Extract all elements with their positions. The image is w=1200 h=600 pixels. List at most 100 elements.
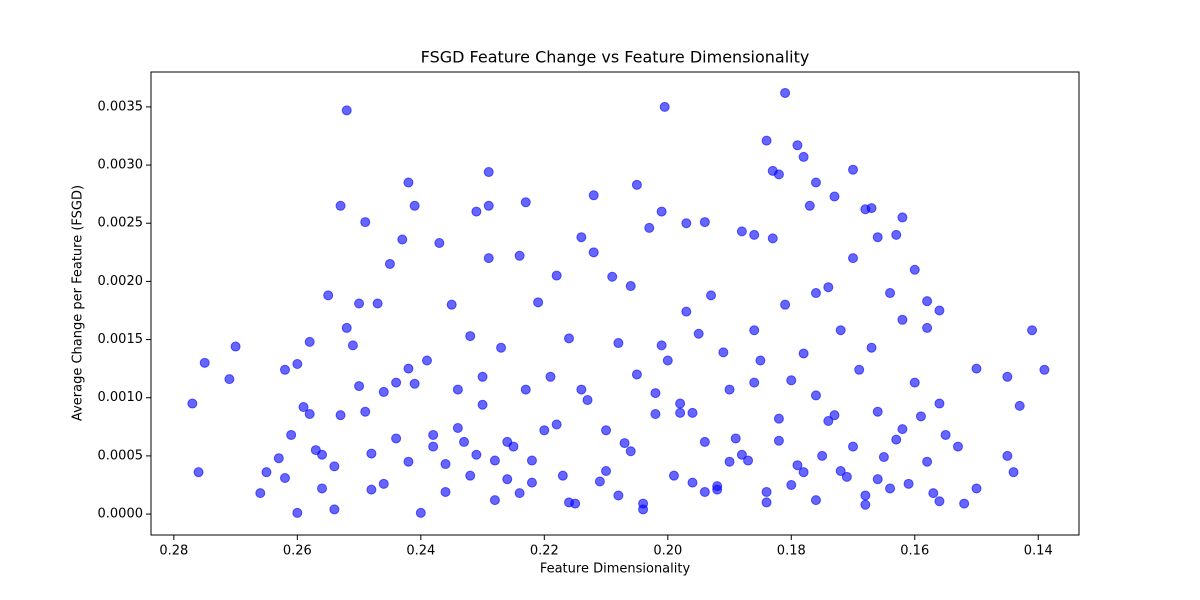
scatter-point [786,375,797,386]
scatter-point [631,179,642,190]
scatter-point [187,398,198,409]
scatter-point [514,250,525,261]
scatter-point [878,452,889,463]
scatter-point [409,378,420,389]
scatter-point [428,441,439,452]
scatter-point [909,264,920,275]
scatter-point [366,484,377,495]
scatter-point [551,270,562,281]
scatter-point [193,467,204,478]
x-tick-label: 0.14 [1024,544,1053,559]
scatter-point [860,204,871,215]
scatter-point [922,456,933,467]
y-tick-label: 0.0000 [98,507,144,522]
scatter-point [471,449,482,460]
scatter-point [699,486,710,497]
scatter-point [582,395,593,406]
scatter-point [576,232,587,243]
scatter-point [817,450,828,461]
scatter-point [706,290,717,301]
scatter-point [421,355,432,366]
scatter-point [594,476,605,487]
x-tick-label: 0.24 [406,544,435,559]
scatter-point [810,177,821,188]
scatter-point [755,355,766,366]
scatter-point [718,347,729,358]
x-tick-label: 0.22 [530,544,559,559]
scatter-point [829,191,840,202]
scatter-point [693,328,704,339]
scatter-point [317,449,328,460]
scatter-point [823,282,834,293]
scatter-point [341,105,352,116]
scatter-point [662,355,673,366]
scatter-point [1014,400,1025,411]
scatter-point [829,410,840,421]
scatter-point [304,336,315,347]
y-tick-label: 0.0035 [98,99,144,114]
scatter-point [292,507,303,518]
scatter-point [650,388,661,399]
scatter-point [854,364,865,375]
scatter-point [502,474,513,485]
scatter-point [971,483,982,494]
scatter-point [897,314,908,325]
scatter-point [545,371,556,382]
scatter-point [520,384,531,395]
scatter-point [891,229,902,240]
scatter-point [897,424,908,435]
scatter-point [329,504,340,515]
scatter-point [650,409,661,420]
scatter-point [459,436,470,447]
scatter-point [1039,364,1050,375]
scatter-point [638,498,649,509]
scatter-point [465,470,476,481]
scatter-point [773,169,784,180]
scatter-point [730,433,741,444]
x-tick-label: 0.20 [653,544,682,559]
scatter-point [934,398,945,409]
chart-title: FSGD Feature Change vs Feature Dimension… [421,48,810,67]
scatter-point [749,229,760,240]
plot-frame [150,71,1080,536]
scatter-point [607,271,618,282]
scatter-point [452,384,463,395]
scatter-point [347,340,358,351]
scatter-point [428,429,439,440]
scatter-point [780,87,791,98]
scatter-point [360,217,371,228]
y-tick-label: 0.0020 [98,274,144,289]
scatter-point [798,151,809,162]
scatter-point [619,438,630,449]
scatter-point [659,101,670,112]
scatter-point [329,461,340,472]
scatter-point [835,466,846,477]
scatter-point [848,164,859,175]
scatter-point [699,217,710,228]
scatter-point [1002,371,1013,382]
scatter-point [625,281,636,292]
scatter-point [712,481,723,492]
scatter-point [465,331,476,342]
scatter-point [471,206,482,217]
scatter-point [613,338,624,349]
scatter-point [835,325,846,336]
scatter-point [761,135,772,146]
scatter-point [928,488,939,499]
scatter-point [823,415,834,426]
scatter-point [391,433,402,444]
scatter-point [798,348,809,359]
scatter-point [786,479,797,490]
scatter-point [687,477,698,488]
scatter-point [959,498,970,509]
scatter-point [866,342,877,353]
scatter-point [477,399,488,410]
scatter-point [601,466,612,477]
scatter-point [934,305,945,316]
scatter-point [903,478,914,489]
scatter-point [810,390,821,401]
scatter-point [539,425,550,436]
plot-area [187,87,1050,518]
scatter-point [298,402,309,413]
